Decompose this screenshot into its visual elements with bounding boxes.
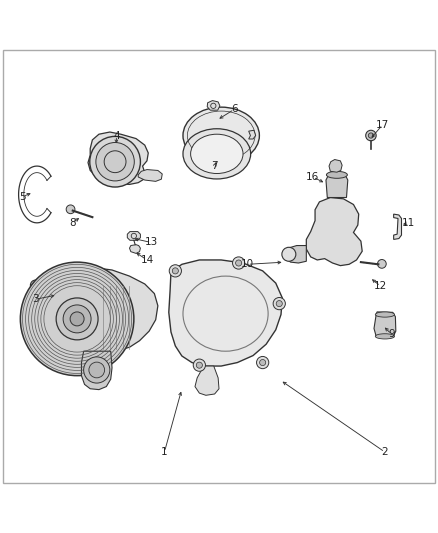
Ellipse shape (183, 107, 259, 164)
Ellipse shape (191, 134, 243, 174)
Ellipse shape (183, 129, 251, 179)
Ellipse shape (375, 334, 395, 339)
Text: 2: 2 (381, 447, 388, 457)
Circle shape (172, 268, 178, 274)
Polygon shape (130, 245, 141, 253)
Circle shape (169, 265, 181, 277)
Polygon shape (169, 260, 283, 366)
Polygon shape (249, 130, 256, 139)
Circle shape (233, 257, 245, 269)
Polygon shape (285, 246, 306, 263)
Text: 6: 6 (231, 104, 237, 114)
Text: 14: 14 (140, 255, 154, 265)
Circle shape (196, 362, 202, 368)
Ellipse shape (375, 312, 395, 317)
Circle shape (368, 133, 374, 138)
Circle shape (282, 247, 296, 261)
Polygon shape (306, 198, 362, 265)
Polygon shape (207, 101, 220, 110)
Text: 9: 9 (388, 329, 395, 339)
Polygon shape (374, 312, 396, 337)
Polygon shape (88, 132, 148, 184)
Text: 16: 16 (306, 172, 319, 182)
Text: 13: 13 (145, 238, 158, 247)
Circle shape (96, 142, 134, 181)
Text: 10: 10 (241, 260, 254, 269)
Text: 5: 5 (19, 192, 26, 201)
Circle shape (66, 205, 75, 214)
Text: 3: 3 (32, 294, 39, 304)
Circle shape (84, 357, 110, 383)
Circle shape (30, 280, 41, 290)
Polygon shape (329, 159, 342, 172)
Polygon shape (81, 351, 112, 390)
Text: 17: 17 (376, 119, 389, 130)
Text: 4: 4 (113, 131, 120, 141)
Ellipse shape (326, 171, 347, 179)
Polygon shape (195, 366, 219, 395)
Text: 8: 8 (69, 218, 76, 228)
Circle shape (70, 312, 84, 326)
Text: 7: 7 (211, 161, 218, 171)
Polygon shape (138, 169, 162, 181)
Text: 1: 1 (161, 447, 168, 457)
Text: 12: 12 (374, 281, 387, 291)
Circle shape (276, 301, 283, 306)
Polygon shape (67, 268, 158, 352)
Circle shape (257, 357, 269, 369)
Circle shape (366, 130, 376, 141)
Circle shape (20, 262, 134, 376)
Circle shape (273, 297, 286, 310)
Polygon shape (127, 231, 141, 240)
Circle shape (193, 359, 205, 372)
Circle shape (90, 136, 141, 187)
Polygon shape (326, 176, 348, 198)
Circle shape (236, 260, 242, 266)
Text: 11: 11 (402, 218, 416, 228)
Circle shape (63, 305, 91, 333)
Polygon shape (394, 214, 402, 239)
Circle shape (89, 362, 105, 378)
Circle shape (56, 298, 98, 340)
Circle shape (260, 359, 266, 366)
Circle shape (378, 260, 386, 268)
